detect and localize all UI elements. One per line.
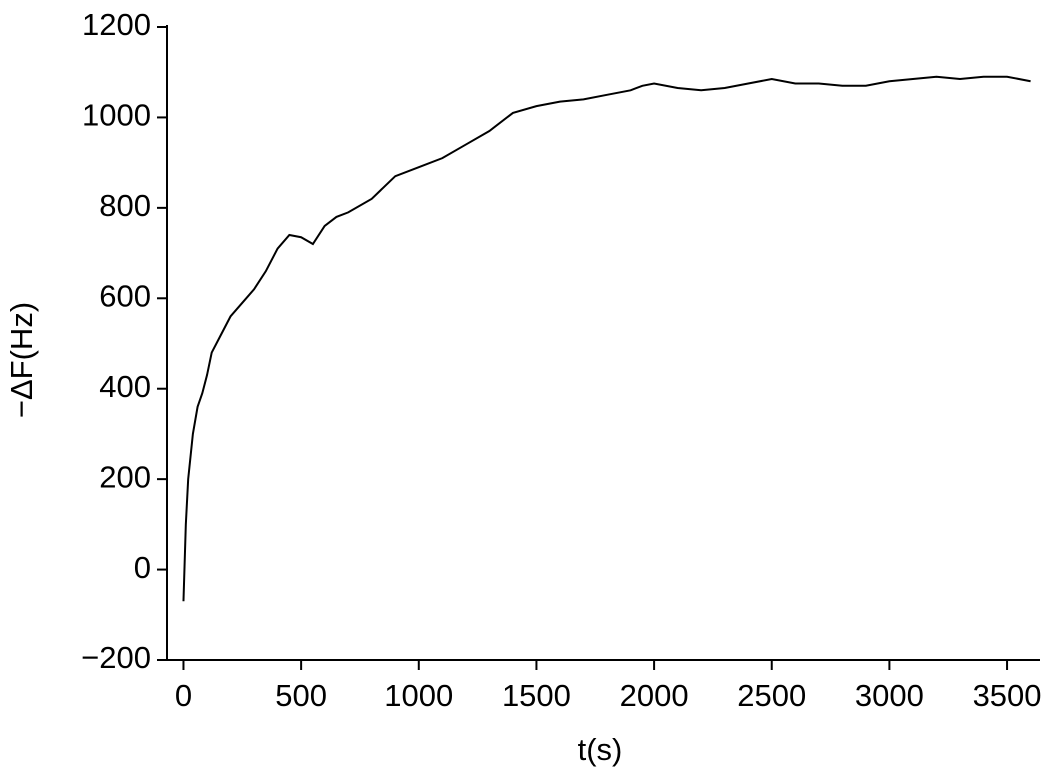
x-tick-label: 3500	[973, 678, 1042, 713]
x-tick-label: 0	[175, 678, 192, 713]
data-line	[182, 75, 1031, 602]
y-tick-label: 400	[99, 369, 151, 404]
y-tick-label: 1200	[82, 7, 151, 42]
x-axis-label: t(s)	[578, 732, 623, 767]
x-tick-label: 2500	[737, 678, 806, 713]
x-tick-label: 2000	[620, 678, 689, 713]
x-tick-label: 3000	[855, 678, 924, 713]
x-tick-label: 1500	[502, 678, 571, 713]
y-tick-label: 800	[99, 188, 151, 223]
y-tick-label: 200	[99, 459, 151, 494]
y-tick-label: 1000	[82, 98, 151, 133]
x-tick-label: 500	[275, 678, 327, 713]
y-axis-label: −ΔF(Hz)	[4, 302, 39, 418]
y-tick-label: 600	[99, 278, 151, 313]
x-tick-label: 1000	[384, 678, 453, 713]
y-tick-label: 0	[134, 550, 151, 585]
y-tick-label: −200	[81, 640, 151, 675]
